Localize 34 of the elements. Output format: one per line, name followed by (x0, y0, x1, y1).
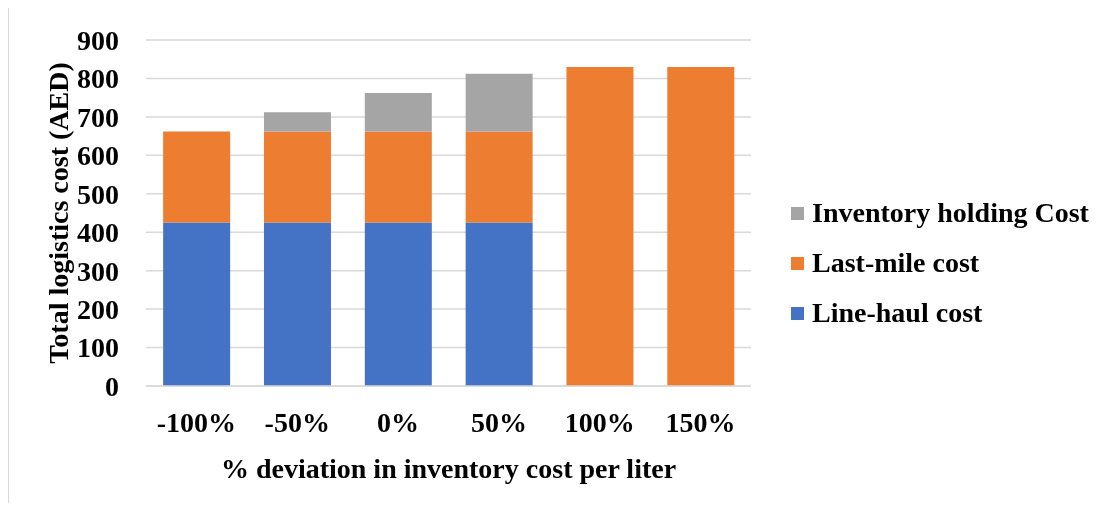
y-tick-label: 100 (77, 332, 119, 364)
legend-label: Line-haul cost (812, 297, 983, 329)
bar (364, 131, 432, 223)
y-tick-label: 600 (77, 140, 119, 172)
x-tick-label: 50% (470, 406, 527, 438)
bar (465, 73, 533, 132)
x-tick-label: -50% (264, 406, 330, 438)
legend-label: Last-mile cost (812, 247, 980, 279)
y-tick-label: 400 (77, 217, 119, 249)
bar (263, 222, 331, 386)
bar (163, 131, 231, 223)
bar (465, 222, 533, 386)
y-tick-label: 300 (77, 255, 119, 287)
legend-label: Inventory holding Cost (812, 197, 1089, 229)
y-tick-label: 0 (105, 370, 119, 402)
bar (667, 66, 735, 386)
x-tick-label: 150% (665, 406, 736, 438)
x-tick-label: -100% (156, 406, 237, 438)
bar (163, 222, 231, 386)
y-tick-label: 900 (77, 24, 119, 56)
bar (364, 93, 432, 132)
y-tick-label: 200 (77, 294, 119, 326)
x-tick-label: 100% (564, 406, 635, 438)
y-tick-label: 800 (77, 63, 119, 95)
bar (566, 66, 634, 386)
y-tick-label: 500 (77, 178, 119, 210)
y-axis-title: Total logistics cost (AED) (42, 62, 74, 364)
bar (465, 131, 533, 223)
x-axis-title: % deviation in inventory cost per liter (220, 452, 677, 484)
bar (263, 112, 331, 132)
x-tick-label: 0% (377, 406, 420, 438)
bar (364, 222, 432, 386)
bar (263, 131, 331, 223)
y-tick-label: 700 (77, 101, 119, 133)
